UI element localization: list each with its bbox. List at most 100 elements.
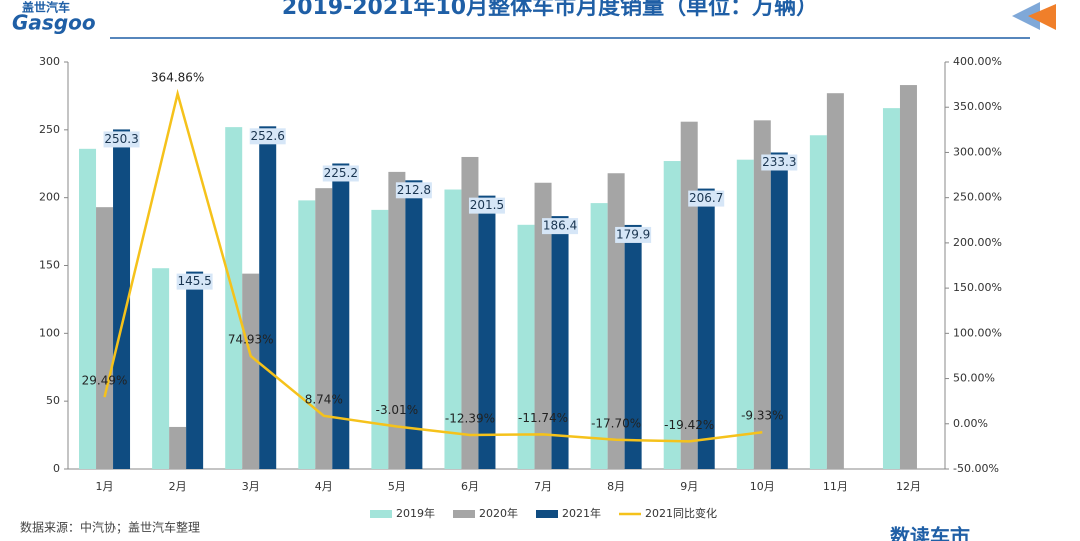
line-label: 8.74% — [305, 392, 343, 406]
y2-tick-label: 100.00% — [953, 326, 1002, 339]
bar — [607, 173, 625, 469]
deco-arrow — [1012, 2, 1040, 30]
bar — [478, 195, 496, 470]
line-label: -17.70% — [591, 416, 641, 430]
brand: 数读车市 — [890, 525, 970, 541]
bar — [753, 120, 771, 469]
bar — [79, 148, 97, 469]
line-label: 29.49% — [82, 374, 128, 388]
x-tick-label: 3月 — [242, 480, 260, 493]
bar — [405, 180, 423, 469]
bar — [242, 273, 260, 469]
line — [103, 88, 763, 443]
bar — [624, 224, 642, 469]
legend-swatch — [536, 510, 558, 518]
data-label: 201.5 — [470, 198, 504, 212]
data-label-bg — [761, 154, 798, 171]
y2-tick-label: 350.00% — [953, 100, 1002, 113]
data-label: 206.7 — [689, 191, 723, 205]
x-tick-label: 6月 — [461, 480, 479, 493]
bar — [680, 121, 698, 470]
bar — [534, 182, 552, 469]
data-label: 233.3 — [762, 155, 796, 169]
data-label: 225.2 — [324, 166, 358, 180]
y-tick-label: 150 — [39, 259, 60, 272]
x-tick-label: 10月 — [750, 480, 775, 493]
bar — [444, 189, 462, 469]
data-label-bg — [176, 273, 213, 290]
x-tick-label: 12月 — [896, 480, 921, 493]
bar — [551, 216, 569, 469]
bar — [882, 108, 900, 470]
legend-swatch — [453, 510, 475, 518]
legend-label: 2020年 — [479, 506, 518, 520]
bar — [332, 163, 350, 469]
legend-label: 2019年 — [396, 506, 435, 520]
data-label: 212.8 — [397, 183, 431, 197]
legend-swatch — [370, 510, 392, 518]
x-tick-label: 1月 — [96, 480, 114, 493]
x-tick-label: 2月 — [169, 480, 187, 493]
x-tick-label: 8月 — [607, 480, 625, 493]
line-label: -19.42% — [664, 418, 714, 432]
bar — [298, 200, 316, 469]
y-tick-label: 100 — [39, 326, 60, 339]
source-note: 数据来源：中汽协；盖世汽车整理 — [20, 520, 200, 535]
data-label-bg — [468, 197, 505, 214]
y2-tick-label: 150.00% — [953, 281, 1002, 294]
y2-tick-label: 400.00% — [953, 55, 1002, 68]
bar — [152, 268, 170, 469]
bar — [461, 156, 479, 469]
bar — [169, 426, 187, 469]
bar — [697, 188, 715, 469]
y-tick-label: 50 — [46, 394, 60, 407]
y2-tick-label: 50.00% — [953, 372, 995, 385]
line-label: -11.74% — [518, 411, 568, 425]
line-label: -3.01% — [376, 403, 418, 417]
data-label-bg — [542, 218, 579, 235]
bar — [590, 203, 608, 470]
line-label: 74.93% — [228, 333, 274, 347]
bar — [371, 209, 389, 470]
bar — [388, 171, 406, 469]
deco-arrow — [1028, 4, 1056, 30]
bar — [96, 207, 114, 469]
bar — [826, 93, 844, 469]
data-label-bg — [103, 131, 140, 148]
bar — [663, 161, 681, 469]
y2-tick-label: -50.00% — [953, 462, 999, 475]
chart-title: 2019-2021年10月整体车市月度销量（单位：万辆） — [282, 0, 818, 20]
data-label-bg — [322, 165, 359, 182]
bar — [186, 271, 204, 469]
y2-tick-label: 0.00% — [953, 417, 988, 430]
y-tick-label: 300 — [39, 55, 60, 68]
x-tick-label: 7月 — [534, 480, 552, 493]
bar — [315, 188, 333, 470]
data-label-bg — [395, 182, 432, 199]
y-tick-label: 200 — [39, 191, 60, 204]
line-label: -9.33% — [741, 409, 783, 423]
x-tick-label: 5月 — [388, 480, 406, 493]
legend-label: 2021年 — [562, 506, 601, 520]
bar — [809, 135, 827, 469]
data-label: 252.6 — [251, 129, 285, 143]
y2-tick-label: 250.00% — [953, 191, 1002, 204]
bar — [899, 85, 917, 470]
bar — [113, 129, 131, 469]
x-tick-label: 9月 — [680, 480, 698, 493]
bar — [736, 159, 754, 469]
x-tick-label: 11月 — [823, 480, 848, 493]
data-label-bg — [249, 128, 286, 145]
data-label: 250.3 — [104, 132, 138, 146]
data-label-bg — [688, 190, 725, 207]
line-label: -12.39% — [445, 411, 495, 425]
bar — [517, 224, 535, 469]
logo-cn: 盖世汽车 — [22, 0, 70, 15]
bar — [770, 152, 788, 469]
data-label-bg — [615, 226, 652, 243]
x-tick-label: 4月 — [315, 480, 333, 493]
data-label: 186.4 — [543, 219, 577, 233]
y2-tick-label: 300.00% — [953, 145, 1002, 158]
line-label: 364.86% — [151, 70, 204, 84]
data-label: 179.9 — [616, 227, 650, 241]
